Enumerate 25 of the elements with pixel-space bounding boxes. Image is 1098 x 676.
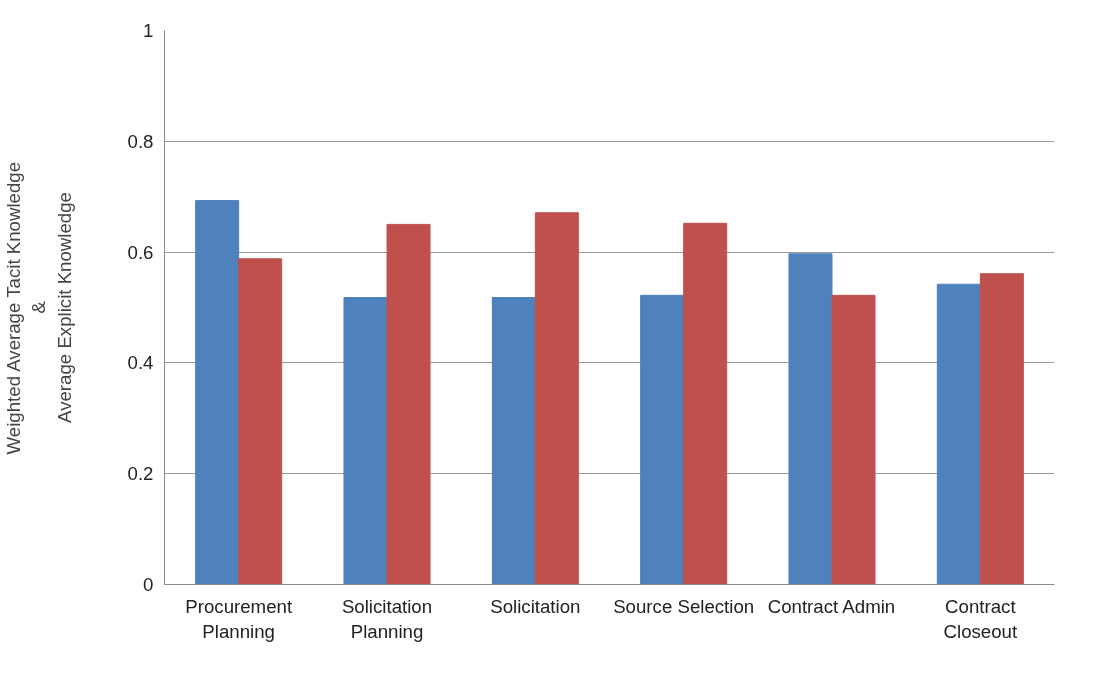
bar	[936, 283, 981, 585]
bar	[343, 297, 388, 585]
x-tick-label: Contract Admin	[767, 595, 896, 617]
bar	[683, 222, 728, 585]
y-tick-label: 0.2	[127, 463, 154, 485]
x-tick-label: Procurement Planning	[185, 595, 293, 642]
bar	[534, 212, 579, 585]
bar	[788, 253, 833, 585]
bar	[491, 297, 536, 585]
x-tick-label: Solicitation	[490, 595, 581, 617]
y-tick-label: 0	[143, 574, 154, 595]
bar	[195, 200, 240, 585]
y-axis-title: Weighted Average Tacit Knowledge & Average Explicit Knowledge	[3, 161, 75, 455]
bar	[238, 258, 283, 585]
x-tick-label: Contract Closeout	[943, 595, 1018, 642]
x-tick-label: Solicitation Planning	[341, 595, 433, 642]
y-tick-label: 1	[143, 20, 154, 41]
y-tick-label: 0.6	[127, 241, 154, 263]
y-tick-label: 0.4	[127, 352, 154, 374]
bar	[640, 294, 685, 585]
x-tick-label: Source Selection	[613, 595, 755, 617]
bar	[979, 273, 1024, 585]
y-tick-label: 0.8	[127, 130, 154, 152]
bar	[831, 294, 876, 585]
bar	[386, 223, 431, 585]
